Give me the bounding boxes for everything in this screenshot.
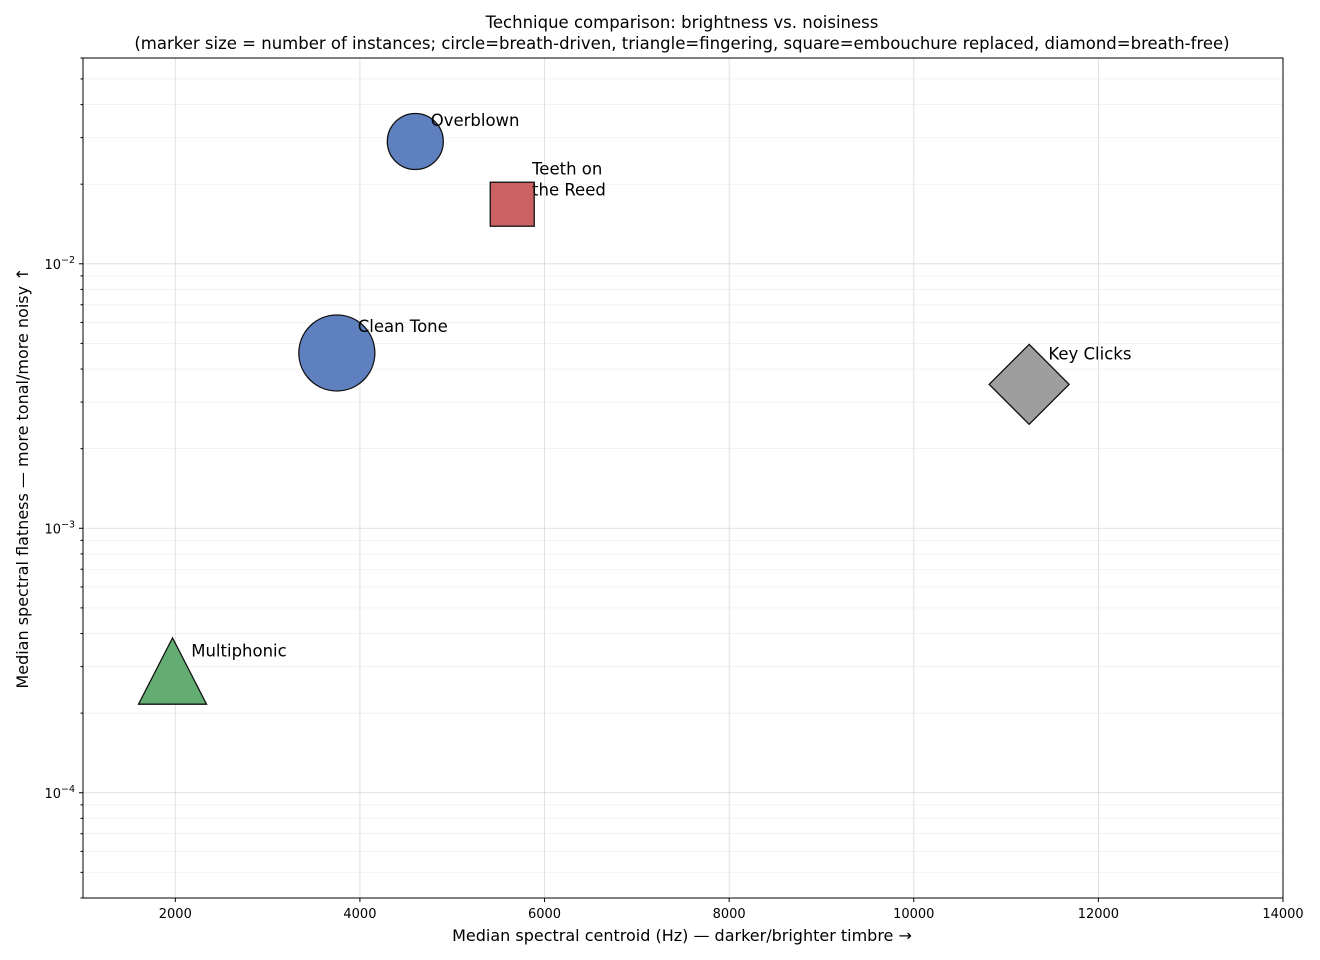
clean-tone-marker [298,314,376,392]
x-axis-label: Median spectral centroid (Hz) — darker/b… [452,926,912,945]
grid-layer [83,57,1284,899]
x-tick-label: 2000 [159,907,192,922]
overblown-label: Overblown [431,111,520,130]
chart-title: Technique comparison: brightness vs. noi… [485,13,879,32]
multiphonic-marker [137,636,208,705]
y-tick-label: 10−2 [44,255,75,273]
x-tick-label: 4000 [343,907,376,922]
teeth-on-the-reed-label: Teeth on [531,160,602,179]
y-tick-label: 10−4 [44,784,75,802]
y-axis-label: Median spectral flatness — more tonal/mo… [13,267,32,688]
x-tick-label: 12000 [1078,907,1119,922]
clean-tone-label: Clean Tone [358,317,448,336]
label-layer: 10−4 10−3 10−2 2000 4000 6000 8000 10000 12000 14… [44,111,1303,922]
teeth-on-the-reed-marker [489,181,535,227]
x-tick-label: 6000 [528,907,561,922]
chart-subtitle: (marker size = number of instances; circ… [134,34,1229,53]
x-tick-label: 8000 [713,907,746,922]
x-tick-label: 14000 [1262,907,1303,922]
plot-frame [82,57,1284,899]
key-clicks-label: Key Clicks [1048,345,1131,364]
marker-layer [137,112,1071,705]
x-tick-label: 10000 [893,907,934,922]
teeth-on-the-reed-label: the Reed [532,181,606,200]
axes-layer [79,57,1284,902]
key-clicks-marker [988,343,1071,426]
multiphonic-label: Multiphonic [191,642,286,661]
overblown-marker [386,112,444,171]
y-tick-label: 10−3 [44,519,75,537]
